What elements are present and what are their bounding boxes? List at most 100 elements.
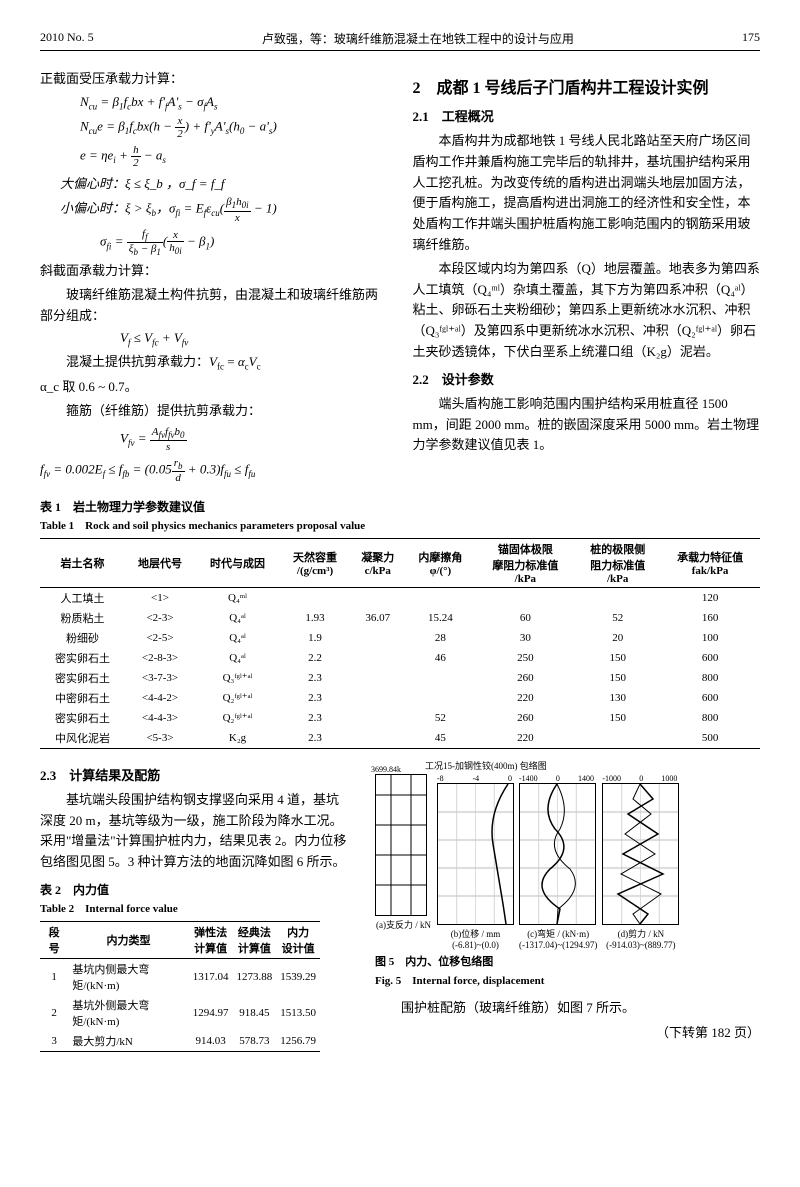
- formula-5: 小偏心时：ξ > ξb，σfi = Efεcu(β1h0ix − 1): [60, 196, 388, 223]
- table-cell: 1539.29: [276, 959, 320, 996]
- table-cell: [405, 587, 475, 608]
- bottom-p2: （下转第 182 页）: [375, 1022, 760, 1041]
- table-cell: [475, 587, 575, 608]
- table-cell: 260: [475, 708, 575, 728]
- table-cell: 1.93: [280, 608, 350, 628]
- fig5-title-top: 工况15-加钢性铰(400m) 包络图: [425, 759, 547, 772]
- table-cell: 60: [475, 608, 575, 628]
- table-cell: K₂g: [195, 728, 280, 749]
- table-cell: Q₃ᶠᵍˡ⁺ᵃˡ: [195, 668, 280, 688]
- two-column-layout: 正截面受压承载力计算： Ncu = β1fcbx + f'fA's − σfAs…: [40, 66, 760, 488]
- pile-diagram: 3699.84k (a)支反力 / kN: [375, 774, 432, 931]
- right-p3: 端头盾构施工影响范围内围护结构采用桩直径 1500 mm，间距 2000 mm。…: [413, 394, 761, 456]
- moment-chart: [519, 783, 596, 925]
- table-cell: 914.03: [189, 1031, 233, 1052]
- table-cell: 120: [660, 587, 760, 608]
- fig5-caption-en: Fig. 5 Internal force, displacement: [375, 972, 760, 988]
- table-cell: [575, 728, 660, 749]
- chart-label-a: (a)支反力 / kN: [375, 918, 432, 931]
- section-2-title: 2 成都 1 号线后子门盾构井工程设计实例: [413, 74, 761, 98]
- left-p2: 混凝土提供抗剪承载力：Vfc = αcVc: [40, 352, 388, 374]
- header-right: 175: [742, 30, 760, 47]
- table-cell: [575, 587, 660, 608]
- table-cell: 粉细砂: [40, 628, 125, 648]
- bottom-columns: 2.3 计算结果及配筋 基坑端头段围护结构钢支撑竖向采用 4 道，基坑深度 20…: [40, 759, 760, 1057]
- table-cell: Q₄ᵃˡ: [195, 628, 280, 648]
- table-cell: 1.9: [280, 628, 350, 648]
- table-cell: 2: [40, 995, 68, 1031]
- table-header: 地层代号: [125, 538, 195, 587]
- chart-label-c: (c)弯矩 / (kN·m) (-1317.04)~(1294.97): [519, 927, 597, 950]
- left-p4: 箍筋（纤维筋）提供抗剪承载力：: [40, 401, 388, 422]
- header-left: 2010 No. 5: [40, 30, 94, 47]
- table2-title-en: Table 2 Internal force value: [40, 900, 350, 916]
- table-cell: 52: [405, 708, 475, 728]
- formula-8: Vfv = Afvffvb0s: [120, 426, 388, 453]
- table-header: 天然容重 /(g/cm³): [280, 538, 350, 587]
- table-cell: 15.24: [405, 608, 475, 628]
- table-cell: [350, 628, 405, 648]
- page-header: 2010 No. 5 卢致强，等：玻璃纤维筋混凝土在地铁工程中的设计与应用 17…: [40, 30, 760, 51]
- table-header: 段号: [40, 922, 68, 959]
- left-h1: 正截面受压承载力计算：: [40, 69, 388, 90]
- table-header: 内摩擦角 φ/(°): [405, 538, 475, 587]
- table-cell: 密实卵石土: [40, 708, 125, 728]
- table-cell: [350, 688, 405, 708]
- table-cell: 1273.88: [232, 959, 276, 996]
- table-header: 经典法 计算值: [232, 922, 276, 959]
- bottom-right: 工况15-加钢性铰(400m) 包络图 3699.84k (a)支反力 / kN…: [375, 759, 760, 1057]
- chart-d-wrap: -100001000 (d)剪力 / kN (-914.03)~(889.77): [602, 774, 679, 950]
- table-cell: 2.3: [280, 688, 350, 708]
- formula-4: 大偏心时：ξ ≤ ξ_b ，σ_f = f_f: [60, 173, 388, 192]
- table-header: 内力 设计值: [276, 922, 320, 959]
- table-cell: 600: [660, 648, 760, 668]
- table2-title: 表 2 内力值: [40, 881, 350, 898]
- table-header: 凝聚力 c/kPa: [350, 538, 405, 587]
- right-column: 2 成都 1 号线后子门盾构井工程设计实例 2.1 工程概况 本盾构井为成都地铁…: [413, 66, 761, 488]
- table-cell: Q₂ᶠᵍˡ⁺ᵃˡ: [195, 708, 280, 728]
- table-cell: <3-7-3>: [125, 668, 195, 688]
- table-cell: 800: [660, 708, 760, 728]
- left-p3: α_c 取 0.6 ~ 0.7。: [40, 377, 388, 398]
- table-cell: [350, 648, 405, 668]
- table-cell: 220: [475, 728, 575, 749]
- table-cell: 130: [575, 688, 660, 708]
- table-cell: 600: [660, 688, 760, 708]
- table-cell: 918.45: [232, 995, 276, 1031]
- table-cell: Q₄ᵃˡ: [195, 648, 280, 668]
- table-cell: 20: [575, 628, 660, 648]
- right-p2: 本段区域内均为第四系（Q）地层覆盖。地表多为第四系人工填筑（Q₄ᵐˡ）杂填土覆盖…: [413, 259, 761, 363]
- table1: 岩土名称地层代号时代与成因天然容重 /(g/cm³)凝聚力 c/kPa内摩擦角 …: [40, 538, 760, 749]
- table-cell: 粉质粘土: [40, 608, 125, 628]
- table-cell: 1256.79: [276, 1031, 320, 1052]
- table-cell: 36.07: [350, 608, 405, 628]
- shear-chart: [602, 783, 679, 925]
- table-cell: 2.3: [280, 668, 350, 688]
- sec23-p: 基坑端头段围护结构钢支撑竖向采用 4 道，基坑深度 20 m，基坑等级为一级，施…: [40, 790, 350, 873]
- table1-title-en: Table 1 Rock and soil physics mechanics …: [40, 517, 760, 533]
- table1-title: 表 1 岩土物理力学参数建议值: [40, 498, 760, 515]
- formula-6: σfi = ffξb − β1(xh0i − β1): [100, 228, 388, 257]
- figure5-charts: 3699.84k (a)支反力 / kN -8-40 (b)位移 / mm (-…: [375, 774, 760, 950]
- table-cell: 100: [660, 628, 760, 648]
- table-cell: 150: [575, 708, 660, 728]
- table-cell: 1294.97: [189, 995, 233, 1031]
- table-cell: 578.73: [232, 1031, 276, 1052]
- table1-block: 表 1 岩土物理力学参数建议值 Table 1 Rock and soil ph…: [40, 498, 760, 749]
- formula-9: ffv = 0.002Ef ≤ ffb = (0.05rbd + 0.3)ffu…: [40, 457, 388, 484]
- table-cell: 中密卵石土: [40, 688, 125, 708]
- bottom-left: 2.3 计算结果及配筋 基坑端头段围护结构钢支撑竖向采用 4 道，基坑深度 20…: [40, 759, 350, 1057]
- table-cell: Q₂ᶠᵍˡ⁺ᵃˡ: [195, 688, 280, 708]
- table-cell: 52: [575, 608, 660, 628]
- table-cell: 800: [660, 668, 760, 688]
- table-cell: 2.3: [280, 728, 350, 749]
- table-cell: 1513.50: [276, 995, 320, 1031]
- table-cell: [350, 708, 405, 728]
- table-cell: 260: [475, 668, 575, 688]
- section-2-3-title: 2.3 计算结果及配筋: [40, 765, 350, 784]
- fig5-caption: 图 5 内力、位移包络图: [375, 953, 760, 969]
- formula-1: Ncu = β1fcbx + f'fA's − σfAs: [80, 94, 388, 112]
- table-cell: 密实卵石土: [40, 668, 125, 688]
- section-2-2-title: 2.2 设计参数: [413, 369, 761, 388]
- table-cell: 最大剪力/kN: [68, 1031, 188, 1052]
